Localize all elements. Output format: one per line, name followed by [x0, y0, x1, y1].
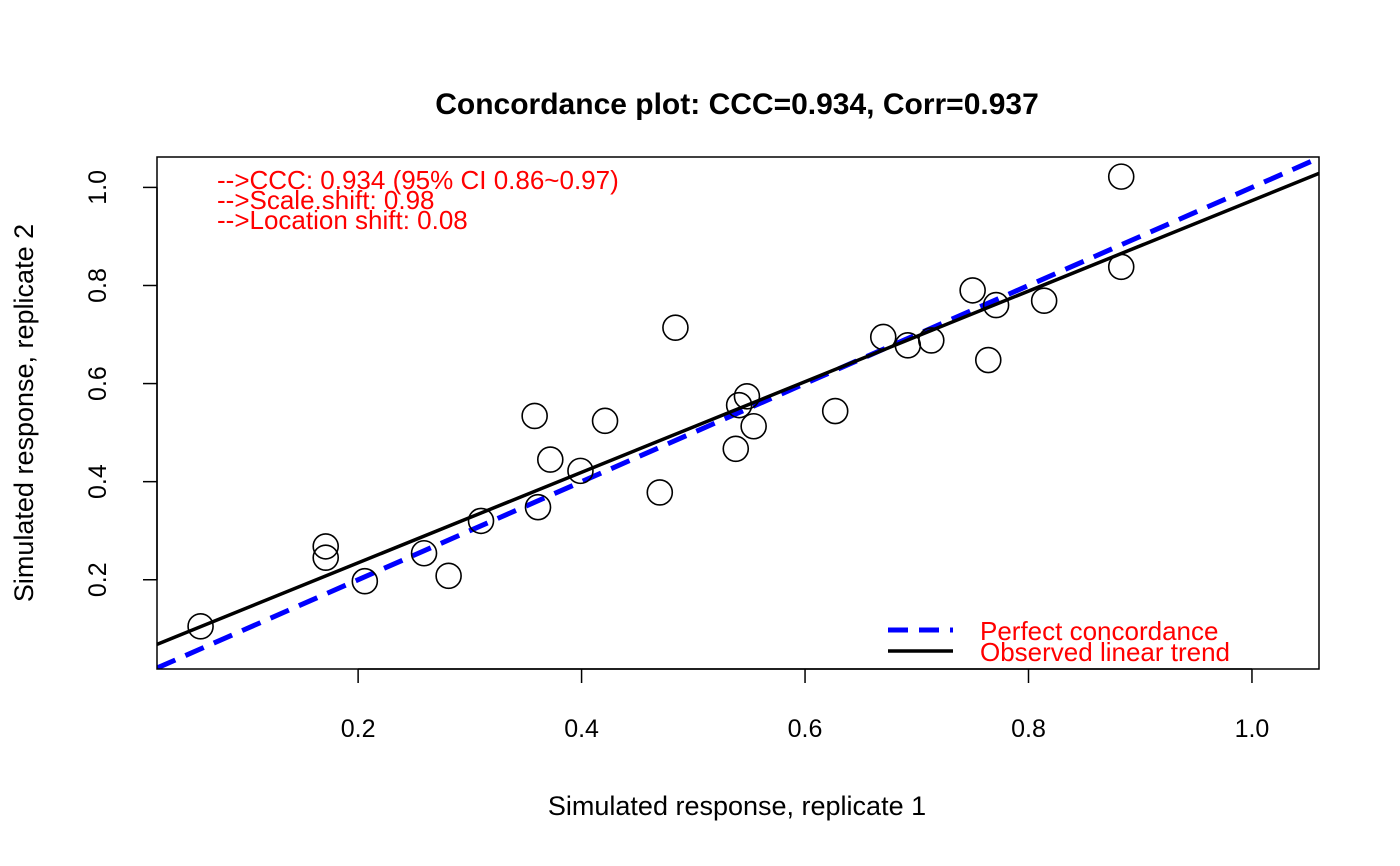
data-point	[312, 544, 340, 571]
y-tick-label: 0.2	[84, 562, 112, 597]
annotation-location-shift: -->Location shift: 0.08	[217, 205, 468, 235]
x-tick-label: 0.8	[1011, 715, 1046, 743]
observed-trend-line	[157, 171, 1319, 646]
data-point	[646, 479, 674, 506]
data-point	[725, 391, 753, 419]
data-point	[917, 327, 945, 354]
data-point	[312, 533, 340, 560]
data-point	[869, 323, 897, 351]
x-axis-title: Simulated response, replicate 1	[548, 791, 926, 821]
points-layer	[187, 163, 1135, 640]
x-tick-label: 0.2	[341, 715, 376, 743]
annotation-ccc: -->CCC: 0.934 (95% CI 0.86~0.97)	[217, 165, 619, 195]
data-point	[662, 314, 689, 341]
chart-title: Concordance plot: CCC=0.934, Corr=0.937	[435, 88, 1039, 121]
data-point	[982, 291, 1010, 319]
y-axis: 0.2 0.4 0.6 0.8 1.0	[84, 170, 158, 597]
data-point	[1107, 163, 1135, 190]
data-point	[959, 277, 986, 304]
x-tick-label: 0.6	[788, 715, 823, 743]
data-point	[740, 412, 767, 440]
lines-layer	[157, 157, 1319, 669]
data-point	[722, 435, 750, 463]
data-point	[1107, 253, 1135, 281]
x-tick-label: 1.0	[1235, 715, 1270, 743]
x-axis: 0.2 0.4 0.6 0.8 1.0	[341, 668, 1270, 743]
x-tick-label: 0.4	[564, 715, 599, 743]
data-point	[410, 539, 438, 567]
data-point	[521, 402, 548, 430]
legend-trend-label: Observed linear trend	[980, 637, 1230, 667]
data-point	[187, 613, 214, 640]
data-point	[974, 346, 1002, 374]
perfect-concordance-line	[157, 157, 1319, 669]
legend: Perfect concordance Observed linear tren…	[888, 616, 1230, 667]
data-point	[467, 507, 495, 535]
data-point	[524, 493, 552, 521]
legend-perfect-label: Perfect concordance	[980, 616, 1218, 646]
data-point	[591, 407, 619, 435]
y-tick-label: 1.0	[84, 170, 112, 205]
data-point	[536, 446, 564, 473]
data-point	[733, 383, 761, 410]
y-axis-title: Simulated response, replicate 2	[9, 224, 39, 602]
y-tick-label: 0.8	[84, 268, 112, 303]
y-tick-label: 0.6	[84, 366, 112, 401]
annotation-scale-shift: -->Scale.shift: 0.98	[217, 185, 435, 215]
data-point	[821, 397, 849, 425]
data-point	[435, 562, 462, 590]
data-point	[1030, 287, 1058, 314]
y-tick-label: 0.4	[84, 464, 112, 499]
data-point	[567, 457, 594, 485]
data-point	[351, 567, 379, 595]
